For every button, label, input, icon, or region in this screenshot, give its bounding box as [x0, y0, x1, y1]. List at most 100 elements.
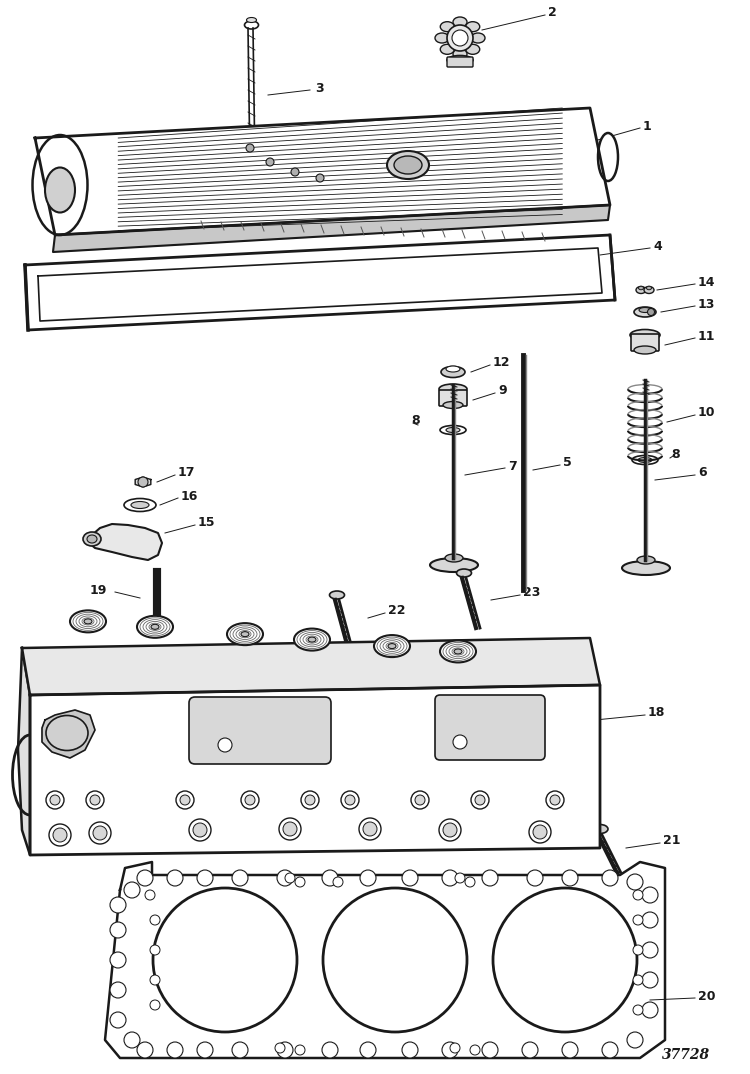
Circle shape — [642, 912, 658, 928]
Circle shape — [471, 790, 489, 809]
Circle shape — [522, 1042, 538, 1058]
Ellipse shape — [387, 151, 429, 179]
Ellipse shape — [440, 425, 466, 435]
Circle shape — [241, 790, 259, 809]
Ellipse shape — [445, 554, 463, 562]
Circle shape — [266, 158, 274, 166]
Text: 2: 2 — [548, 6, 556, 19]
Circle shape — [305, 795, 315, 806]
Ellipse shape — [646, 287, 652, 290]
Circle shape — [197, 870, 213, 886]
Circle shape — [602, 1042, 618, 1058]
Circle shape — [167, 870, 183, 886]
Circle shape — [450, 1043, 460, 1053]
Text: 14: 14 — [698, 276, 715, 289]
Circle shape — [50, 795, 60, 806]
Text: 8: 8 — [411, 415, 420, 427]
Ellipse shape — [439, 384, 467, 394]
Text: 20: 20 — [698, 989, 715, 1002]
Polygon shape — [88, 524, 162, 560]
Polygon shape — [105, 862, 665, 1058]
Circle shape — [150, 945, 160, 955]
Ellipse shape — [592, 825, 608, 833]
Circle shape — [189, 819, 211, 841]
Ellipse shape — [124, 498, 156, 511]
Ellipse shape — [639, 307, 651, 313]
Ellipse shape — [241, 632, 249, 637]
Ellipse shape — [329, 591, 344, 599]
Ellipse shape — [45, 168, 75, 213]
Circle shape — [443, 823, 457, 837]
Polygon shape — [30, 685, 600, 855]
Ellipse shape — [87, 535, 97, 543]
Text: 18: 18 — [648, 707, 665, 720]
Ellipse shape — [638, 458, 652, 463]
Text: 10: 10 — [698, 406, 715, 420]
Text: 4: 4 — [653, 240, 662, 252]
Ellipse shape — [70, 610, 106, 633]
Circle shape — [197, 1042, 213, 1058]
Text: 19: 19 — [90, 583, 107, 596]
Circle shape — [633, 915, 643, 925]
Circle shape — [291, 168, 299, 176]
Polygon shape — [135, 477, 151, 487]
Circle shape — [363, 822, 377, 836]
Circle shape — [470, 1045, 480, 1055]
Circle shape — [452, 30, 468, 46]
Circle shape — [322, 870, 338, 886]
Ellipse shape — [227, 623, 263, 645]
Circle shape — [633, 975, 643, 985]
Circle shape — [137, 1042, 153, 1058]
Ellipse shape — [151, 624, 159, 629]
Circle shape — [279, 818, 301, 840]
Text: 8: 8 — [671, 448, 680, 461]
Text: 15: 15 — [198, 517, 215, 529]
Circle shape — [633, 1005, 643, 1015]
Circle shape — [167, 1042, 183, 1058]
Polygon shape — [38, 248, 602, 321]
Circle shape — [322, 1042, 338, 1058]
Circle shape — [138, 477, 148, 487]
Circle shape — [482, 1042, 498, 1058]
Circle shape — [124, 1032, 140, 1048]
Text: 21: 21 — [663, 834, 680, 847]
Circle shape — [439, 819, 461, 841]
Circle shape — [529, 821, 551, 843]
Circle shape — [150, 915, 160, 925]
Circle shape — [93, 826, 107, 840]
Circle shape — [402, 1042, 418, 1058]
Ellipse shape — [634, 346, 656, 354]
Circle shape — [295, 1045, 305, 1055]
Circle shape — [246, 144, 254, 153]
Circle shape — [493, 888, 637, 1032]
Circle shape — [411, 790, 429, 809]
Circle shape — [49, 824, 71, 846]
Polygon shape — [22, 638, 600, 695]
Circle shape — [633, 890, 643, 900]
Ellipse shape — [32, 135, 88, 235]
Circle shape — [124, 882, 140, 898]
Ellipse shape — [443, 402, 463, 408]
Ellipse shape — [247, 17, 256, 23]
Circle shape — [277, 870, 293, 886]
Circle shape — [316, 174, 324, 182]
Ellipse shape — [435, 33, 449, 43]
Ellipse shape — [440, 640, 476, 663]
Polygon shape — [35, 108, 610, 235]
Circle shape — [295, 877, 305, 887]
Ellipse shape — [466, 44, 480, 55]
Circle shape — [110, 897, 126, 913]
Ellipse shape — [622, 561, 670, 575]
Ellipse shape — [466, 21, 480, 32]
Circle shape — [153, 888, 297, 1032]
Ellipse shape — [447, 56, 473, 64]
Ellipse shape — [638, 287, 644, 290]
Circle shape — [647, 308, 655, 316]
Circle shape — [137, 870, 153, 886]
Text: 9: 9 — [498, 384, 507, 397]
Circle shape — [46, 790, 64, 809]
Text: 6: 6 — [698, 466, 706, 479]
Circle shape — [301, 790, 319, 809]
Circle shape — [245, 795, 255, 806]
Polygon shape — [42, 710, 95, 758]
